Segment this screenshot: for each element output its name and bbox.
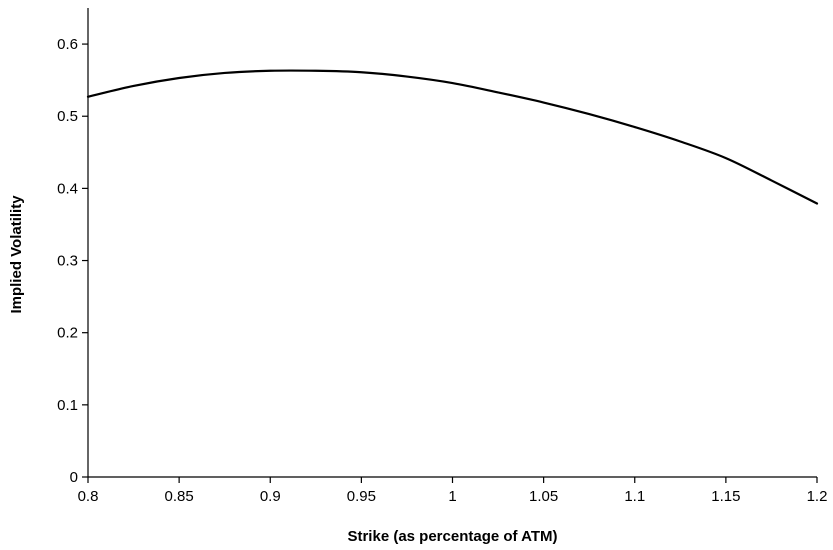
x-tick-label: 1.05 (529, 488, 558, 505)
x-tick-label: 0.8 (78, 488, 99, 505)
plot-area: 0 0.1 0.2 0.3 0.4 0.5 0.6 0.8 0.85 0.9 0.95 1 1.05 1… (57, 8, 827, 505)
implied-volatility-line (86, 69, 819, 205)
x-tick-label: 0.85 (165, 488, 194, 505)
y-tick-label: 0.4 (57, 180, 78, 197)
series-group (86, 69, 819, 205)
x-tick-label: 1.2 (807, 488, 828, 505)
y-tick-label: 0.6 (57, 36, 78, 53)
y-ticks: 0 0.1 0.2 0.3 0.4 0.5 0.6 (57, 36, 88, 486)
y-axis-title: Implied Volatility (8, 195, 25, 314)
y-tick-label: 0.3 (57, 253, 78, 270)
y-tick-label: 0.5 (57, 108, 78, 125)
x-axis-title: Strike (as percentage of ATM) (347, 528, 557, 545)
x-ticks: 0.8 0.85 0.9 0.95 1 1.05 1.1 1.15 1.2 (78, 477, 828, 505)
y-tick-label: 0 (70, 469, 78, 486)
y-tick-label: 0.1 (57, 397, 78, 414)
x-tick-label: 0.9 (260, 488, 281, 505)
x-tick-label: 1.15 (711, 488, 740, 505)
y-tick-label: 0.2 (57, 325, 78, 342)
x-tick-label: 0.95 (347, 488, 376, 505)
x-tick-label: 1 (448, 488, 456, 505)
x-tick-label: 1.1 (624, 488, 645, 505)
